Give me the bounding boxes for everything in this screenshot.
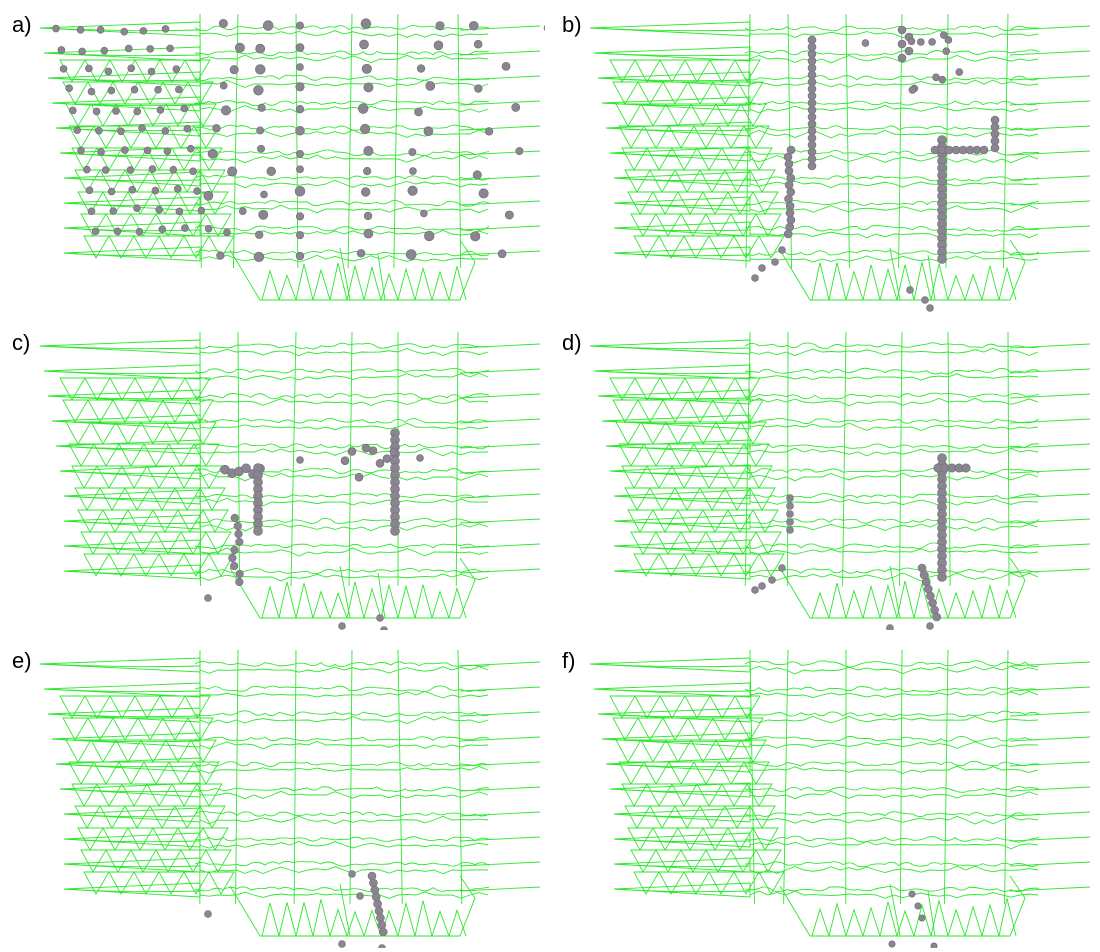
mesh-wireframe-a xyxy=(39,13,545,301)
panel-b: b) xyxy=(550,0,1095,312)
mesh-lines xyxy=(39,649,541,937)
panel-label-c: c) xyxy=(10,330,33,356)
particles xyxy=(888,890,938,948)
mesh-wireframe-c xyxy=(39,331,541,630)
panel-label-d: d) xyxy=(560,330,584,356)
mesh-wireframe-e xyxy=(39,649,541,948)
mesh-wireframe-f xyxy=(589,649,1091,948)
mesh-lines xyxy=(589,331,1091,619)
panel-label-f: f) xyxy=(560,648,578,674)
particles xyxy=(204,870,388,948)
panel-label-e: e) xyxy=(10,648,34,674)
mesh-lines xyxy=(589,649,1091,937)
panel-d: d) xyxy=(550,318,1095,630)
panel-c: c) xyxy=(0,318,545,630)
panel-a: a) xyxy=(0,0,545,312)
particles xyxy=(751,453,971,630)
particles xyxy=(204,428,424,630)
panel-label-a: a) xyxy=(10,12,34,38)
mesh-wireframe-b xyxy=(589,13,1091,312)
panel-e: e) xyxy=(0,636,545,948)
mesh-lines xyxy=(39,331,541,619)
panel-label-b: b) xyxy=(560,12,584,38)
mesh-lines xyxy=(39,13,541,301)
mesh-lines xyxy=(589,13,1091,301)
particles xyxy=(751,25,1000,312)
mesh-wireframe-d xyxy=(589,331,1091,630)
panel-f: f) xyxy=(550,636,1095,948)
particles xyxy=(52,18,545,263)
